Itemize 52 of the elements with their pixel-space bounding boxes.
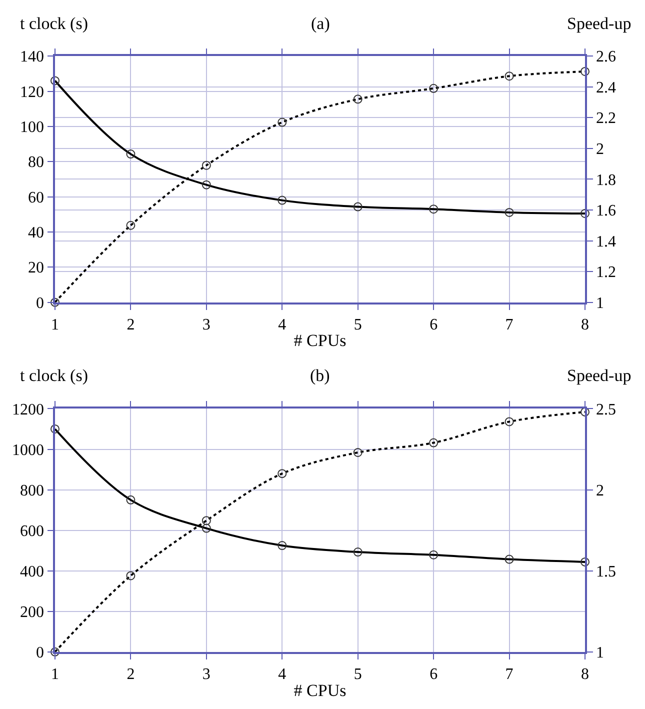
x-tick-label: 1 xyxy=(51,666,59,683)
x-tick-label: 2 xyxy=(126,666,135,683)
y-tick-label: 100 xyxy=(20,119,44,136)
x-tick-label: 8 xyxy=(581,666,589,683)
y2-tick-label: 1 xyxy=(596,644,604,662)
x-tick-label: 4 xyxy=(278,316,286,334)
x-tick-label: 7 xyxy=(505,316,514,334)
y-axis-title: t clock (s) xyxy=(20,14,88,33)
x-tick-label: 3 xyxy=(202,316,210,334)
y2-tick-label: 2 xyxy=(596,141,604,158)
y2-tick-label: 1.2 xyxy=(596,264,616,282)
x-tick-label: 5 xyxy=(354,666,362,683)
y-tick-label: 20 xyxy=(28,260,44,277)
y-tick-label: 600 xyxy=(20,522,44,540)
y-tick-label: 1000 xyxy=(12,442,44,459)
x-tick-label: 5 xyxy=(354,316,362,334)
y2-tick-label: 1.5 xyxy=(596,563,616,580)
y2-tick-label: 2.2 xyxy=(596,110,616,128)
chart-title: (a) xyxy=(311,14,330,33)
y2-tick-label: 2.6 xyxy=(596,48,616,66)
x-axis-title: # CPUs xyxy=(294,331,346,350)
y2-tick-label: 1 xyxy=(596,294,604,312)
y-tick-label: 80 xyxy=(28,154,44,172)
y-tick-label: 200 xyxy=(20,604,44,621)
x-tick-label: 3 xyxy=(202,666,210,683)
y2-tick-label: 1.6 xyxy=(596,202,616,220)
y-tick-label: 40 xyxy=(28,224,44,242)
x-tick-label: 8 xyxy=(581,316,589,334)
x-tick-label: 1 xyxy=(51,316,59,334)
y-axis-title: t clock (s) xyxy=(20,366,88,385)
y2-tick-label: 1.4 xyxy=(596,233,616,250)
x-tick-label: 2 xyxy=(126,316,135,334)
y2-axis-title: Speed-up xyxy=(567,366,632,385)
x-tick-label: 7 xyxy=(505,666,514,683)
y-tick-label: 0 xyxy=(36,294,44,312)
y-tick-label: 1200 xyxy=(12,401,44,418)
y2-tick-label: 1.8 xyxy=(596,172,616,189)
y-tick-label: 120 xyxy=(20,84,44,101)
x-tick-label: 4 xyxy=(278,666,286,683)
y2-tick-label: 2.5 xyxy=(596,401,616,418)
y-tick-label: 0 xyxy=(36,644,44,662)
y-tick-label: 400 xyxy=(20,563,44,580)
y-tick-label: 800 xyxy=(20,482,44,500)
y2-tick-label: 2.4 xyxy=(596,79,616,96)
x-tick-label: 6 xyxy=(430,666,438,683)
x-axis-title: # CPUs xyxy=(294,680,346,700)
chart-title: (b) xyxy=(310,366,330,385)
y-tick-label: 140 xyxy=(20,48,44,66)
y2-tick-label: 2 xyxy=(596,482,604,500)
y-tick-label: 60 xyxy=(28,189,44,206)
x-tick-label: 6 xyxy=(430,316,438,334)
y2-axis-title: Speed-up xyxy=(567,14,632,33)
